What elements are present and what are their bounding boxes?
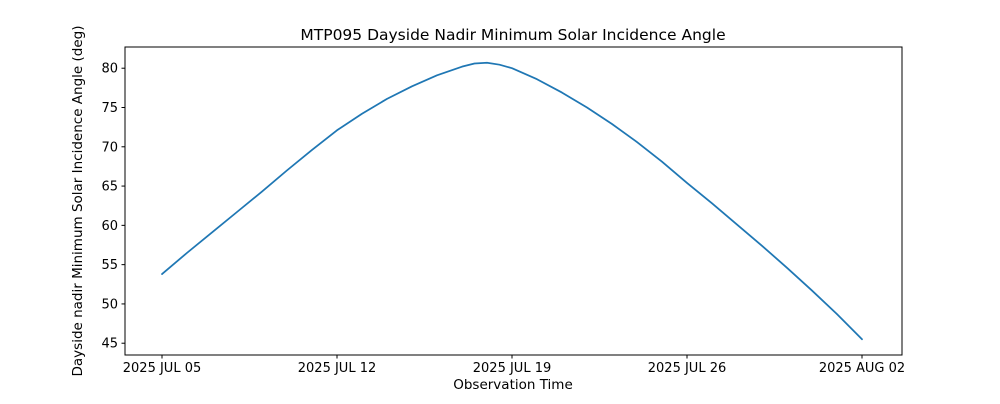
x-tick-label: 2025 JUL 19 — [473, 361, 551, 376]
y-tick-label: 55 — [101, 258, 118, 273]
y-tick-label: 60 — [101, 219, 118, 234]
x-tick-label: 2025 JUL 05 — [123, 361, 201, 376]
x-tick-label: 2025 AUG 02 — [819, 361, 905, 376]
x-tick-label: 2025 JUL 26 — [648, 361, 726, 376]
y-tick-label: 70 — [101, 140, 118, 155]
y-tick-label: 50 — [101, 297, 118, 312]
y-tick-label: 65 — [101, 180, 118, 195]
y-tick-label: 75 — [101, 101, 118, 116]
x-tick-label: 2025 JUL 12 — [298, 361, 376, 376]
series-line — [161, 61, 863, 341]
chart-title: MTP095 Dayside Nadir Minimum Solar Incid… — [300, 26, 725, 44]
y-axis-label: Dayside nadir Minimum Solar Incidence An… — [70, 26, 86, 377]
plot-border — [124, 46, 903, 356]
y-tick-label: 80 — [101, 62, 118, 77]
x-axis-label: Observation Time — [453, 377, 573, 393]
y-tick-label: 45 — [101, 337, 118, 352]
x-axis-ticks: 2025 JUL 05 2025 JUL 12 2025 JUL 19 2025 JU… — [123, 355, 905, 376]
y-axis-ticks: 45 50 55 60 65 70 75 80 — [101, 62, 125, 352]
